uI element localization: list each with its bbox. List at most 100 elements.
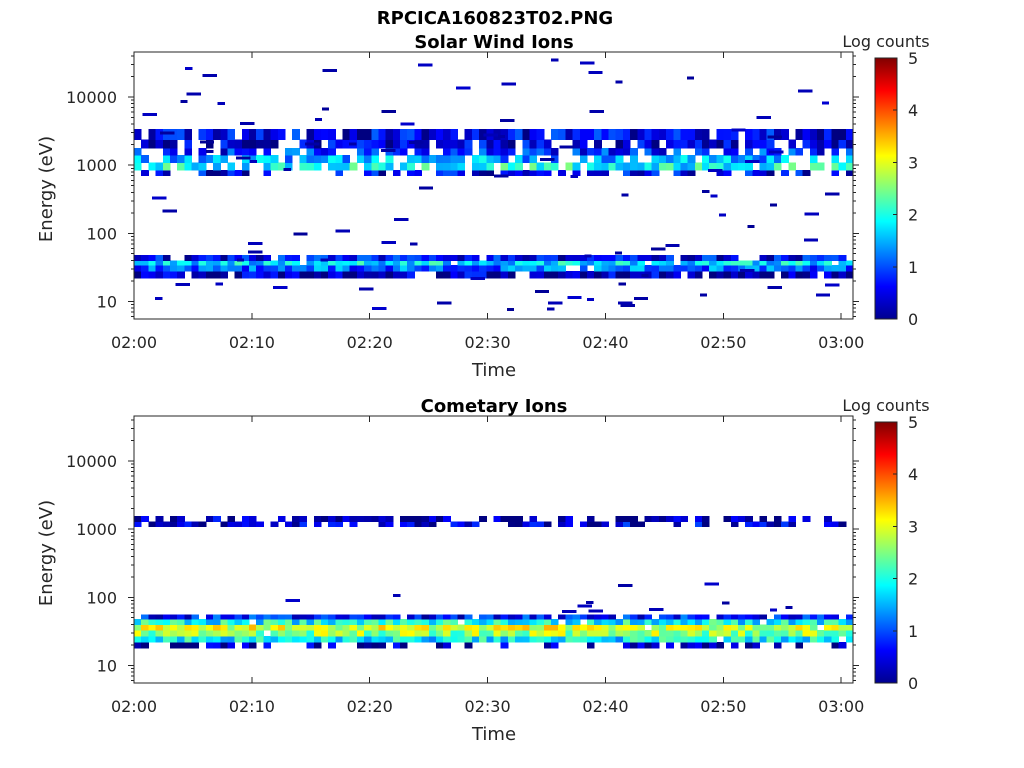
- heatmap-cell: [198, 162, 207, 171]
- y-tick-label: 1000: [76, 156, 117, 175]
- heatmap-cell: [198, 630, 207, 637]
- heatmap-cell: [821, 101, 829, 105]
- heatmap-cell: [392, 630, 401, 637]
- heatmap-cell: [184, 619, 192, 625]
- heatmap-cell: [730, 255, 739, 261]
- heatmap-cell: [392, 265, 401, 272]
- heatmap-cell: [356, 147, 365, 156]
- heatmap-cell: [234, 265, 243, 272]
- heatmap-cell: [759, 270, 768, 279]
- heatmap-cell: [536, 139, 545, 149]
- heatmap-cell: [328, 162, 336, 171]
- heatmap-cell: [349, 619, 358, 625]
- heatmap-cell: [299, 139, 308, 149]
- heatmap-cell: [227, 614, 236, 620]
- heatmap-cell: [464, 255, 473, 261]
- heatmap-cell: [292, 147, 300, 156]
- heatmap-cell: [249, 636, 257, 643]
- heatmap-cell: [558, 260, 566, 266]
- heatmap-cell: [285, 147, 293, 156]
- heatmap-cell: [579, 270, 588, 279]
- heatmap-cell: [436, 129, 444, 140]
- heatmap-cell: [680, 614, 689, 620]
- heatmap-cell: [184, 139, 192, 149]
- heatmap-cell: [500, 265, 509, 272]
- heatmap-cell: [673, 619, 681, 625]
- heatmap-cell: [436, 170, 444, 177]
- heatmap-cell: [234, 170, 243, 177]
- heatmap-cell: [299, 619, 308, 625]
- heatmap-cell: [270, 624, 279, 631]
- heatmap-cell: [349, 129, 358, 140]
- heatmap-cell: [788, 139, 796, 149]
- heatmap-cell: [658, 270, 667, 279]
- heatmap-cell: [493, 255, 502, 261]
- heatmap-cell: [380, 148, 396, 152]
- heatmap-cell: [191, 614, 200, 620]
- heatmap-cell: [148, 630, 157, 637]
- heatmap-cell: [493, 260, 502, 266]
- heatmap-cell: [270, 619, 279, 625]
- heatmap-cell: [536, 129, 545, 140]
- heatmap-cell: [658, 260, 667, 266]
- heatmap-cell: [322, 69, 337, 73]
- heatmap-cell: [328, 642, 336, 649]
- x-tick-label: 02:00: [111, 333, 157, 352]
- heatmap-cell: [162, 147, 171, 156]
- heatmap-cell: [471, 255, 480, 261]
- heatmap-cell: [673, 636, 681, 643]
- heatmap-cell: [666, 636, 674, 643]
- heatmap-cell: [507, 265, 516, 272]
- heatmap-cell: [745, 159, 760, 163]
- heatmap-cell: [220, 270, 228, 279]
- heatmap-cell: [177, 614, 185, 620]
- heatmap-cell: [457, 614, 466, 620]
- heatmap-cell: [745, 270, 753, 279]
- heatmap-cell: [694, 614, 703, 620]
- heatmap-cell: [159, 131, 175, 135]
- heatmap-cell: [470, 277, 485, 281]
- heatmap-cell: [450, 170, 459, 177]
- heatmap-cell: [507, 147, 516, 156]
- heatmap-cell: [608, 255, 617, 261]
- heatmap-cell: [342, 255, 351, 261]
- heatmap-cell: [141, 255, 149, 261]
- heatmap-cell: [644, 636, 653, 643]
- heatmap-cell: [169, 260, 178, 266]
- heatmap-cell: [249, 630, 257, 637]
- heatmap-cell: [299, 630, 308, 637]
- heatmap-cell: [730, 265, 739, 272]
- heatmap-cell: [134, 129, 142, 140]
- heatmap-cell: [601, 255, 610, 261]
- heatmap-cell: [205, 139, 214, 149]
- x-tick-label: 02:10: [229, 333, 275, 352]
- heatmap-cell: [313, 147, 322, 156]
- heatmap-cell: [730, 270, 739, 279]
- heatmap-cell: [191, 162, 200, 171]
- heatmap-cell: [306, 630, 315, 637]
- heatmap-cell: [551, 619, 559, 625]
- heatmap-cell: [385, 270, 394, 279]
- heatmap-cell: [443, 614, 451, 620]
- heatmap-cell: [710, 194, 718, 198]
- heatmap-cell: [766, 162, 775, 171]
- heatmap-cell: [180, 100, 188, 104]
- heatmap-cell: [162, 170, 171, 177]
- heatmap-cell: [730, 630, 739, 637]
- heatmap-cell: [371, 255, 379, 261]
- heatmap-cell: [809, 255, 818, 261]
- heatmap-cell: [773, 642, 782, 649]
- axes-cometary: 02:00 02:10 02:20 02:30 02:40 02:50 03:0010100…: [66, 415, 864, 716]
- heatmap-cell: [687, 260, 696, 266]
- heatmap-cell: [587, 147, 595, 156]
- heatmap-cell: [428, 129, 437, 140]
- heatmap-cell: [220, 521, 228, 527]
- heatmap-cell: [795, 147, 804, 156]
- heatmap-cell: [723, 265, 732, 272]
- heatmap-cell: [594, 147, 602, 156]
- heatmap-cell: [738, 630, 746, 637]
- heatmap-cell: [817, 147, 825, 156]
- heatmap-cell: [622, 129, 631, 140]
- figure-title: RPCICA160823T02.PNG: [377, 8, 613, 29]
